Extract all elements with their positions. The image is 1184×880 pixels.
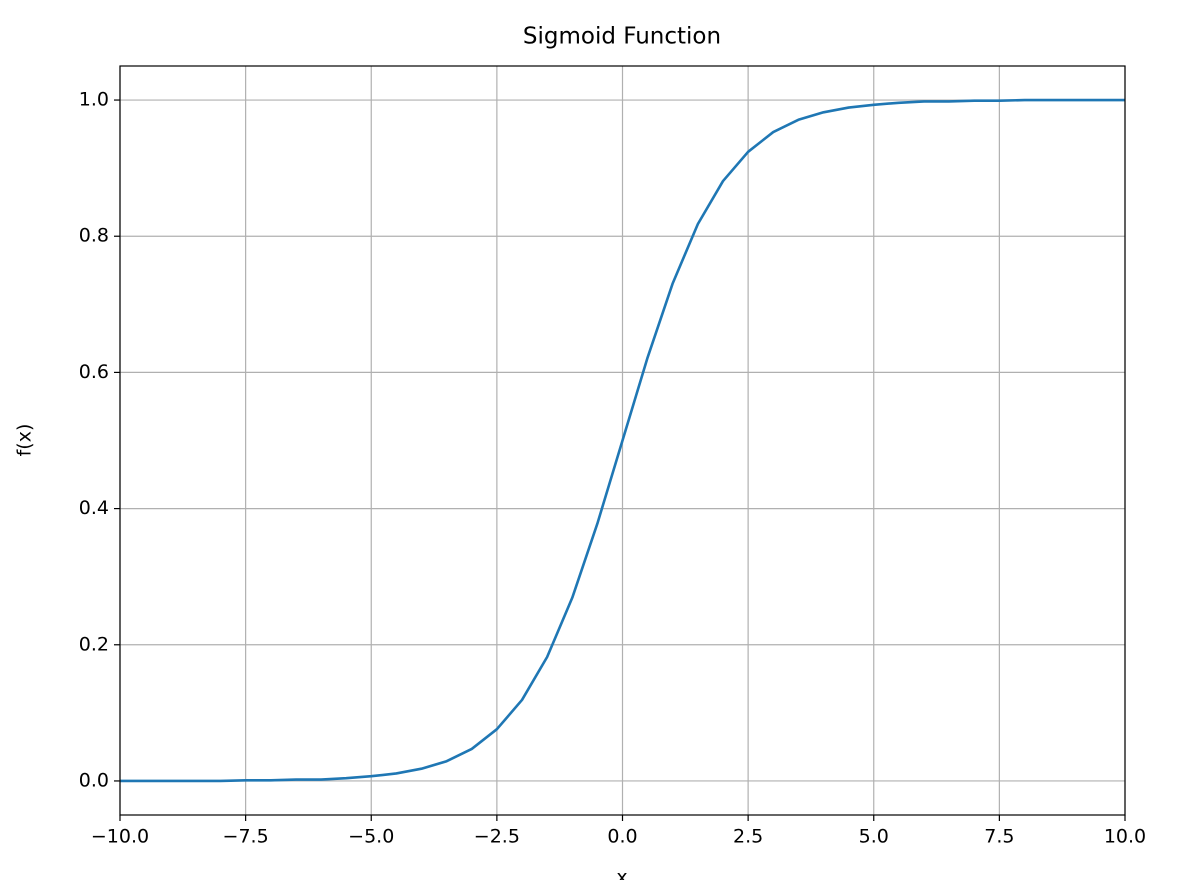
y-tick-label: 0.6 xyxy=(79,361,109,383)
x-tick-label: −7.5 xyxy=(223,826,269,848)
y-tick-label: 0.0 xyxy=(79,769,109,791)
x-tick-label: −2.5 xyxy=(474,826,520,848)
x-tick-label: 7.5 xyxy=(984,826,1014,848)
y-axis-label: f(x) xyxy=(14,424,36,457)
y-tick-label: 0.8 xyxy=(79,225,109,247)
x-tick-label: 5.0 xyxy=(859,826,889,848)
y-tick-label: 1.0 xyxy=(79,89,109,111)
x-tick-label: 0.0 xyxy=(607,826,637,848)
x-tick-label: −10.0 xyxy=(91,826,149,848)
y-tick-label: 0.2 xyxy=(79,633,109,655)
data-line xyxy=(120,98,1125,783)
plot-frame xyxy=(119,65,1126,816)
x-tick-label: 10.0 xyxy=(1104,826,1146,848)
y-tick-label: 0.4 xyxy=(79,497,109,519)
chart-title: Sigmoid Function xyxy=(523,24,721,50)
x-tick-label: −5.0 xyxy=(348,826,394,848)
x-tick-label: 2.5 xyxy=(733,826,763,848)
x-axis-label: x xyxy=(616,867,627,880)
